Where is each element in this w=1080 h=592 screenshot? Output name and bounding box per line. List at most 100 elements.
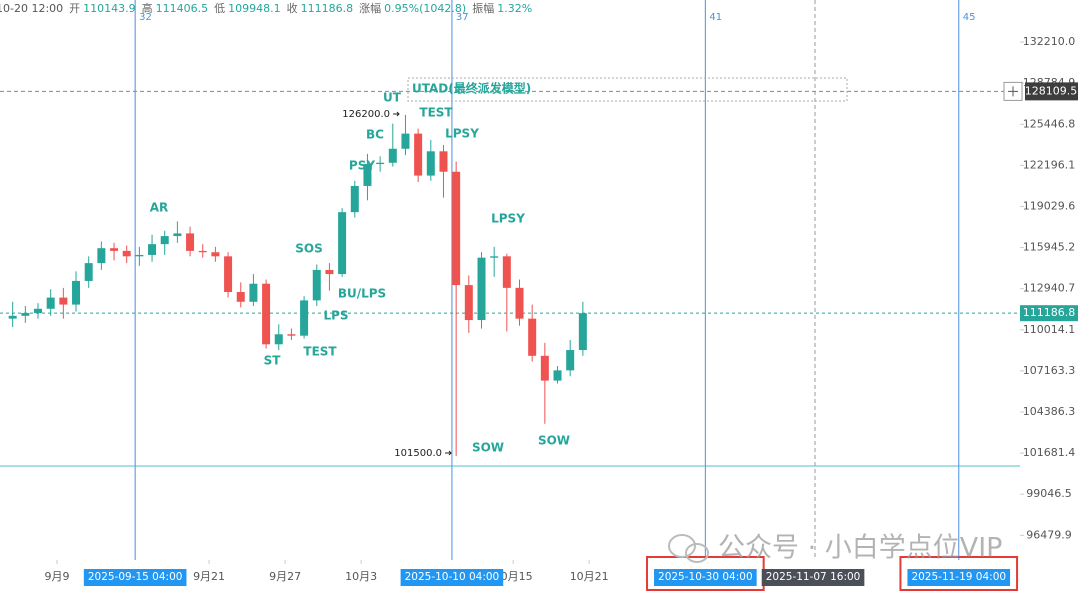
- candle-body: [540, 355, 549, 381]
- wyckoff-label: SOS: [295, 242, 323, 256]
- candle-body: [186, 233, 195, 251]
- y-tick-label: 112940.7: [1023, 282, 1076, 295]
- marker-date: 2025-10-10 04:00: [405, 571, 500, 583]
- candle-body: [236, 292, 245, 302]
- watermark: 公众号 · 小白学点位VIP: [718, 533, 1002, 564]
- y-tick-label: 99046.5: [1026, 487, 1072, 500]
- candle-body: [325, 269, 334, 275]
- crosshair-time-box: [761, 569, 865, 586]
- candle-body: [553, 370, 562, 381]
- wyckoff-label: UTAD(最终派发模型): [412, 81, 531, 96]
- marker-number: 41: [709, 12, 722, 23]
- candle-body: [262, 283, 271, 345]
- marker-number: 32: [139, 12, 152, 23]
- x-tick-label: 9月27: [269, 570, 301, 583]
- info-value: 111406.5: [156, 2, 209, 15]
- price-annotation: 126200.0: [342, 109, 390, 120]
- y-tick-label: 107163.3: [1023, 364, 1076, 377]
- info-value: 0.95%(1042.8): [384, 2, 466, 15]
- price-annotation: 101500.0: [394, 448, 442, 459]
- candle-body: [46, 297, 55, 309]
- y-tick-label: 101681.4: [1023, 446, 1076, 459]
- candle-body: [72, 280, 81, 305]
- info-label: 振幅: [472, 1, 494, 15]
- wyckoff-label: SOW: [472, 441, 504, 455]
- highlight-box: [899, 556, 1019, 591]
- y-tick-label: 125446.8: [1023, 117, 1076, 130]
- info-label: 收: [287, 1, 298, 15]
- candle-body: [578, 313, 587, 351]
- candle-body: [515, 287, 524, 319]
- wyckoff-label: AR: [150, 201, 169, 215]
- candle-body: [110, 248, 119, 251]
- wyckoff-label: SOW: [538, 434, 570, 448]
- y-tick-label: 96479.9: [1026, 528, 1072, 541]
- candle-body: [528, 318, 537, 356]
- crosshair-price-box: [1025, 82, 1078, 101]
- y-tick-label: 104386.3: [1023, 405, 1076, 418]
- candle-body: [502, 256, 511, 288]
- x-tick-label: 9月21: [193, 570, 225, 583]
- wyckoff-label: BU/LPS: [338, 287, 386, 301]
- candle-body: [59, 297, 68, 305]
- candle-body: [376, 162, 385, 165]
- candle-body: [224, 256, 233, 293]
- candle-body: [173, 233, 182, 237]
- info-value: 110143.9: [83, 2, 136, 15]
- marker-date: 2025-10-30 04:00: [658, 571, 753, 583]
- candle-body: [160, 236, 169, 245]
- candle-body: [274, 334, 283, 345]
- candle-body: [148, 244, 157, 255]
- wyckoff-label: ST: [264, 354, 282, 368]
- last-price-label: 111186.8: [1023, 306, 1076, 319]
- candle-body: [300, 300, 309, 336]
- watermark-icon: [685, 543, 709, 563]
- candle-body: [439, 151, 448, 172]
- wyckoff-label: LPS: [323, 309, 348, 323]
- candle-body: [97, 248, 106, 264]
- info-time: 10-20 12:00: [0, 2, 63, 15]
- marker-number: 37: [456, 12, 469, 23]
- wyckoff-label: LPSY: [491, 212, 525, 226]
- candle-body: [490, 256, 499, 258]
- plot-layer: [8, 114, 587, 456]
- candle-body: [122, 250, 131, 257]
- candle-body: [566, 350, 575, 371]
- candle-body: [198, 250, 207, 253]
- marker-date: 2025-09-15 04:00: [88, 571, 183, 583]
- x-tick-label: 9月9: [45, 570, 70, 583]
- candle-body: [84, 263, 93, 281]
- candle-body: [401, 133, 410, 149]
- annotation-arrow: [393, 111, 400, 117]
- info-value: 111186.8: [301, 2, 354, 15]
- wyckoff-label: PSY: [349, 159, 375, 173]
- marker-number: 45: [963, 12, 976, 23]
- candle-body: [477, 257, 486, 321]
- marker-date: 2025-11-19 04:00: [911, 571, 1006, 583]
- crosshair-plus: [1008, 86, 1018, 97]
- utad-box: [407, 77, 848, 102]
- marker-date-box: [400, 569, 504, 586]
- candle-body: [21, 313, 30, 316]
- candle-body: [452, 171, 461, 286]
- y-tick-label: 132210.0: [1023, 35, 1076, 48]
- wyckoff-label: LPSY: [445, 127, 479, 141]
- x-tick-label: 10月15: [494, 570, 533, 583]
- candle-body: [249, 283, 258, 302]
- info-label: 高: [142, 1, 153, 15]
- last-price-box: [1020, 305, 1078, 322]
- y-tick-label: 122196.1: [1023, 158, 1076, 171]
- candle-body: [426, 151, 435, 176]
- info-label: 涨幅: [359, 2, 381, 15]
- candle-body: [287, 334, 296, 336]
- y-tick-label: 115945.2: [1023, 241, 1076, 254]
- y-tick-label: 119029.6: [1023, 199, 1076, 212]
- marker-date-box: [83, 569, 187, 586]
- candle-body: [388, 148, 397, 163]
- wyckoff-label: TEST: [303, 345, 337, 359]
- wyckoff-label: BC: [366, 128, 384, 142]
- y-tick-label: 110014.1: [1023, 323, 1076, 336]
- wyckoff-label: UT: [383, 91, 402, 105]
